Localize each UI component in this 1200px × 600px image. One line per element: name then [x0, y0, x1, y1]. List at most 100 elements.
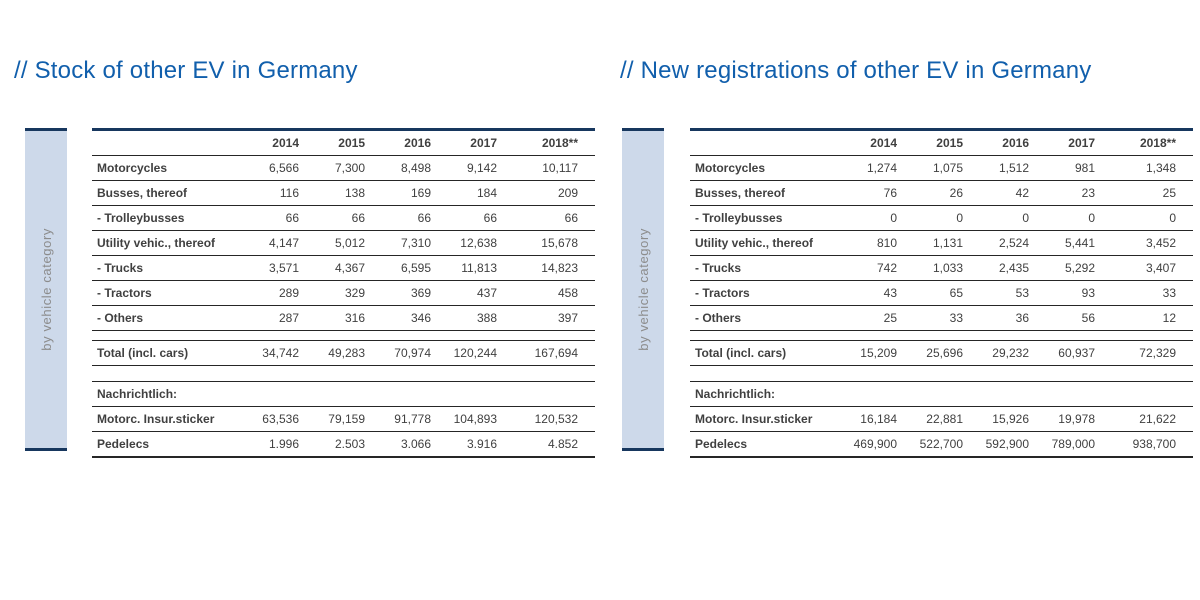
year-header: 2014 [833, 128, 899, 156]
row-label: - Trolleybusses [690, 205, 833, 231]
cell-value: 0 [965, 205, 1031, 231]
cell-value: 15,678 [499, 230, 595, 256]
cell-value: 3.916 [433, 431, 499, 458]
cell-value: 329 [301, 280, 367, 306]
cell-value: 169 [367, 180, 433, 206]
cell-value: 91,778 [367, 406, 433, 432]
row-label: - Trucks [92, 255, 235, 281]
cell-value [433, 381, 499, 407]
cell-value: 2,435 [965, 255, 1031, 281]
cell-value: 49,283 [301, 340, 367, 366]
cell-value: 369 [367, 280, 433, 306]
stock-panel: // Stock of other EV in Germany by vehic… [14, 57, 600, 458]
cell-value: 53 [965, 280, 1031, 306]
empty-cell [690, 330, 1193, 341]
row-label: Total (incl. cars) [690, 340, 833, 366]
row-label: Utility vehic., thereof [92, 230, 235, 256]
cell-value: 6,595 [367, 255, 433, 281]
table-row: Busses, thereof 76 26 42 23 25 [690, 180, 1193, 206]
row-label: Pedelecs [690, 431, 833, 458]
cell-value: 34,742 [235, 340, 301, 366]
cell-value: 981 [1031, 155, 1097, 181]
cell-value: 1,274 [833, 155, 899, 181]
cell-value: 15,926 [965, 406, 1031, 432]
cell-value: 1,033 [899, 255, 965, 281]
spacer-row [690, 330, 1193, 341]
cell-value: 116 [235, 180, 301, 206]
new-registrations-panel: // New registrations of other EV in Germ… [620, 57, 1198, 458]
cell-value: 1,131 [899, 230, 965, 256]
label-column-header [92, 128, 235, 156]
cell-value: 5,292 [1031, 255, 1097, 281]
table-row: - Tractors 289 329 369 437 458 [92, 280, 595, 306]
cell-value: 4,367 [301, 255, 367, 281]
year-header: 2017 [433, 128, 499, 156]
year-header: 2016 [367, 128, 433, 156]
cell-value: 11,813 [433, 255, 499, 281]
cell-value: 65 [899, 280, 965, 306]
cell-value: 104,893 [433, 406, 499, 432]
year-header: 2014 [235, 128, 301, 156]
cell-value: 10,117 [499, 155, 595, 181]
table-row: - Others 287 316 346 388 397 [92, 305, 595, 331]
cell-value: 3,407 [1097, 255, 1193, 281]
cell-value: 72,329 [1097, 340, 1193, 366]
row-label: - Tractors [690, 280, 833, 306]
year-header: 2018** [1097, 128, 1193, 156]
cell-value: 789,000 [1031, 431, 1097, 458]
cell-value: 184 [433, 180, 499, 206]
stock-table: 2014 2015 2016 2017 2018** Motorcycles 6,566 7,… [92, 128, 595, 458]
cell-value [833, 381, 899, 407]
cell-value: 43 [833, 280, 899, 306]
year-header: 2018** [499, 128, 595, 156]
cell-value: 346 [367, 305, 433, 331]
cell-value: 7,310 [367, 230, 433, 256]
year-header: 2016 [965, 128, 1031, 156]
cell-value: 36 [965, 305, 1031, 331]
row-label: Motorcycles [690, 155, 833, 181]
cell-value: 66 [301, 205, 367, 231]
table-row: Total (incl. cars) 15,209 25,696 29,232 60,9… [690, 340, 1193, 366]
cell-value: 469,900 [833, 431, 899, 458]
cell-value: 2.503 [301, 431, 367, 458]
table-row: - Trolleybusses 0 0 0 0 0 [690, 205, 1193, 231]
cell-value: 5,012 [301, 230, 367, 256]
cell-value: 397 [499, 305, 595, 331]
cell-value: 0 [899, 205, 965, 231]
cell-value: 2,524 [965, 230, 1031, 256]
cell-value [965, 381, 1031, 407]
cell-value: 66 [499, 205, 595, 231]
cell-value: 3,571 [235, 255, 301, 281]
cell-value: 14,823 [499, 255, 595, 281]
cell-value: 3.066 [367, 431, 433, 458]
cell-value: 458 [499, 280, 595, 306]
cell-value: 5,441 [1031, 230, 1097, 256]
cell-value: 6,566 [235, 155, 301, 181]
table-row: - Trucks 742 1,033 2,435 5,292 3,407 [690, 255, 1193, 281]
cell-value: 16,184 [833, 406, 899, 432]
table-row: - Trucks 3,571 4,367 6,595 11,813 14,823 [92, 255, 595, 281]
row-label: Nachrichtlich: [92, 381, 235, 407]
new-registrations-table: 2014 2015 2016 2017 2018** Motorcycles 1,274 1,… [690, 128, 1193, 458]
year-header-row: 2014 2015 2016 2017 2018** [690, 128, 1193, 156]
row-label: - Tractors [92, 280, 235, 306]
cell-value: 289 [235, 280, 301, 306]
year-header: 2015 [899, 128, 965, 156]
cell-value: 388 [433, 305, 499, 331]
year-header: 2017 [1031, 128, 1097, 156]
stock-panel-title: // Stock of other EV in Germany [14, 57, 358, 84]
table-row: Busses, thereof 116 138 169 184 209 [92, 180, 595, 206]
row-label: Motorc. Insur.sticker [690, 406, 833, 432]
cell-value: 25 [1097, 180, 1193, 206]
table-row: Motorcycles 1,274 1,075 1,512 981 1,348 [690, 155, 1193, 181]
table-row: Total (incl. cars) 34,742 49,283 70,974 120,… [92, 340, 595, 366]
cell-value: 592,900 [965, 431, 1031, 458]
cell-value: 316 [301, 305, 367, 331]
cell-value: 76 [833, 180, 899, 206]
cell-value: 209 [499, 180, 595, 206]
table-row: Utility vehic., thereof 810 1,131 2,524 5,44… [690, 230, 1193, 256]
cell-value: 25,696 [899, 340, 965, 366]
cell-value: 1,512 [965, 155, 1031, 181]
cell-value: 33 [899, 305, 965, 331]
cell-value: 70,974 [367, 340, 433, 366]
